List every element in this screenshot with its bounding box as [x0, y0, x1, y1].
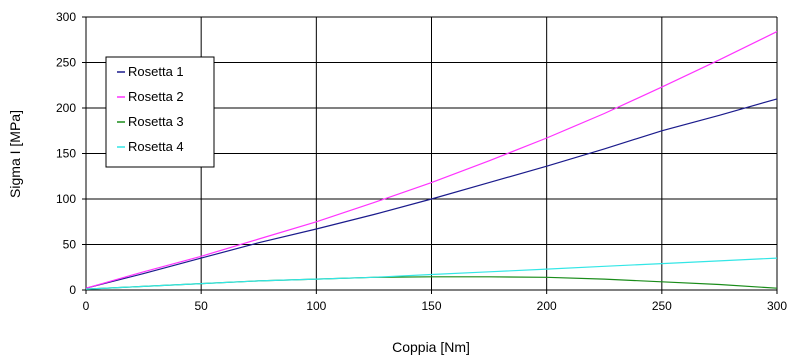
series-line-2 — [85, 31, 778, 289]
x-tick-label: 150 — [421, 299, 441, 313]
y-tick-label: 200 — [56, 101, 76, 115]
y-tick-label: 0 — [69, 283, 76, 297]
x-tick-label: 0 — [83, 299, 90, 313]
legend-label-3: Rosetta 3 — [128, 114, 184, 129]
x-tick-label: 50 — [194, 299, 208, 313]
legend: Rosetta 1 Rosetta 2 Rosetta 3 Rosetta 4 — [105, 56, 215, 168]
y-axis-label: Sigma I [MPa] — [7, 110, 23, 198]
series-line-1 — [85, 98, 778, 289]
tick-labels: 0 50 100 150 200 250 300 0 50 100 150 200 250 300 — [56, 10, 787, 313]
series-line-4 — [85, 257, 778, 290]
axes — [82, 16, 778, 294]
x-tick-label: 300 — [767, 299, 787, 313]
y-tick-label: 100 — [56, 192, 76, 206]
y-tick-label: 50 — [63, 238, 77, 252]
series-group — [85, 31, 778, 290]
x-tick-label: 200 — [537, 299, 557, 313]
y-tick-label: 150 — [56, 147, 76, 161]
x-axis-label: Coppia [Nm] — [392, 339, 470, 355]
x-tick-label: 100 — [306, 299, 326, 313]
legend-label-1: Rosetta 1 — [128, 64, 184, 79]
y-tick-label: 300 — [56, 10, 76, 24]
y-tick-label: 250 — [56, 56, 76, 70]
legend-box — [105, 56, 215, 168]
legend-label-4: Rosetta 4 — [128, 139, 184, 154]
legend-label-2: Rosetta 2 — [128, 89, 184, 104]
x-tick-label: 250 — [652, 299, 672, 313]
